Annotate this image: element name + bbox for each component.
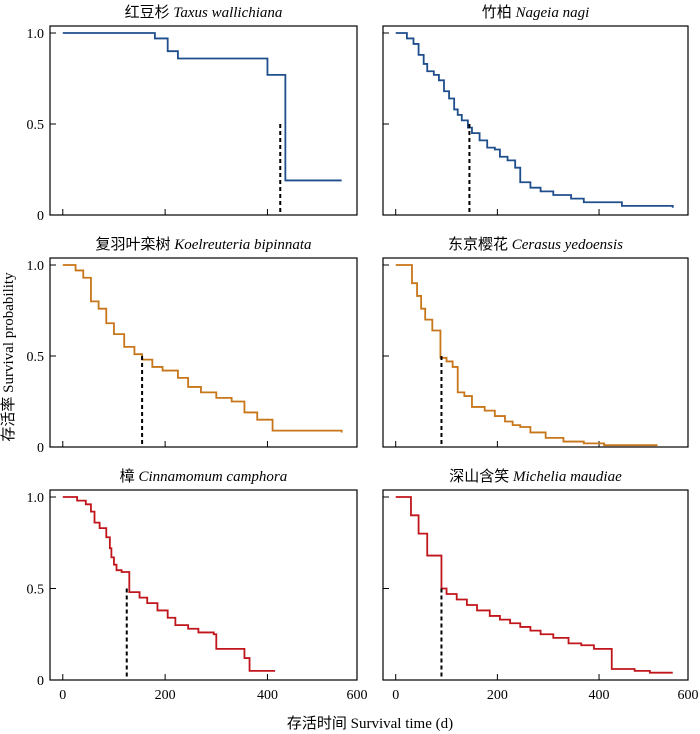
plot-frame	[382, 257, 689, 448]
x-tick-label-600: 600	[347, 688, 368, 703]
y-axis-title: 存活率 Survival probability	[0, 272, 17, 442]
panel-title-latin: Koelreuteria bipinnata	[173, 237, 311, 253]
x-axis-title: 存活时间 Survival time (d)	[287, 715, 453, 732]
x-tick-label: 0	[59, 688, 66, 703]
survival-panel: 复羽叶栾树 Koelreuteria bipinnata 0 0.5 1.0	[27, 235, 358, 456]
y-tick-label: 0	[37, 674, 44, 689]
panel-title-chinese: 红豆杉	[125, 4, 174, 21]
panel-title: 深山含笑 Michelia maudiae	[449, 468, 622, 485]
survival-curve	[62, 32, 342, 182]
panel-title-chinese: 东京樱花	[448, 236, 512, 253]
y-tick-label: 0.5	[27, 118, 45, 133]
survival-panel: 东京樱花 Cerasus yedoensis	[382, 236, 689, 448]
y-tick-label: 0.5	[27, 583, 45, 598]
panel-title-latin: Cinnamomum camphora	[139, 469, 288, 485]
panel-title: 樟 Cinnamomum camphora	[120, 467, 288, 485]
survival-panel: 红豆杉 Taxus wallichiana 0 0.5 1.0	[27, 4, 358, 224]
y-tick-label: 0	[37, 441, 44, 456]
survival-curve	[395, 496, 673, 674]
plot-frame	[49, 25, 358, 216]
x-tick-label: 400	[589, 688, 610, 703]
panel-title-latin: Nageia nagi	[515, 5, 590, 21]
survival-curve	[395, 32, 674, 208]
plot-frame	[382, 489, 689, 681]
panel-title-chinese: 竹柏	[482, 4, 516, 21]
survival-panel: 樟 Cinnamomum camphora 0 0.5 1.0 0 200 400	[27, 467, 358, 703]
panel-title: 竹柏 Nageia nagi	[482, 4, 590, 21]
x-tick-label: 400	[257, 688, 278, 703]
x-tick-label-600: 600	[678, 688, 699, 703]
survival-curve	[62, 496, 276, 672]
y-tick-label: 1.0	[27, 491, 45, 506]
panel-title-latin: Michelia maudiae	[512, 469, 622, 485]
panel-title-chinese: 复羽叶栾树	[95, 235, 174, 253]
panel-title-chinese: 樟	[120, 467, 139, 485]
survival-curve	[62, 264, 343, 433]
panel-title-chinese: 深山含笑	[449, 468, 513, 485]
panel-title: 红豆杉 Taxus wallichiana	[125, 4, 283, 21]
y-tick-label: 0.5	[27, 350, 45, 365]
x-tick-label: 200	[155, 688, 176, 703]
panel-title-latin: Taxus wallichiana	[173, 5, 282, 21]
plot-frame	[382, 25, 689, 216]
y-tick-label: 1.0	[27, 27, 45, 42]
panel-title-latin: Cerasus yedoensis	[512, 237, 623, 253]
y-tick-label: 1.0	[27, 259, 45, 274]
survival-curve	[395, 264, 658, 447]
panel-title: 东京樱花 Cerasus yedoensis	[448, 236, 623, 253]
survival-panel: 竹柏 Nageia nagi	[382, 4, 689, 216]
panel-title: 复羽叶栾树 Koelreuteria bipinnata	[95, 235, 311, 253]
x-tick-label: 0	[392, 688, 399, 703]
panels-group: 红豆杉 Taxus wallichiana 0 0.5 1.0 竹柏 Nageia na…	[27, 4, 699, 703]
survival-panel: 深山含笑 Michelia maudiae 0 200 400	[382, 468, 689, 703]
plot-frame	[49, 489, 358, 681]
plot-frame	[49, 257, 358, 448]
x-tick-label: 200	[487, 688, 508, 703]
y-tick-label: 0	[37, 209, 44, 224]
